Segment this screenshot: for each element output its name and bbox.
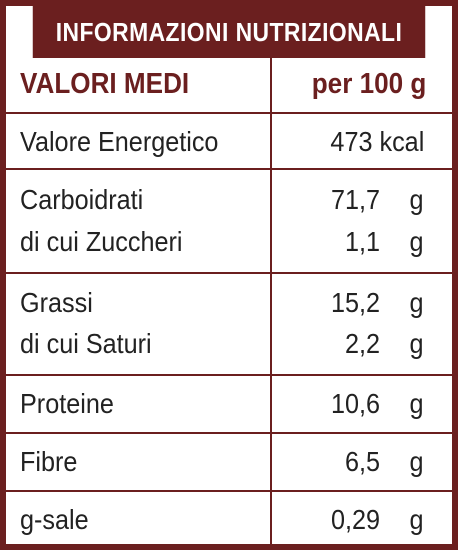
protein-unit: g [409, 388, 424, 419]
column-divider [270, 58, 272, 544]
fats-value: 15,2 [330, 287, 380, 318]
fibre-value: 6,5 [344, 446, 380, 477]
header-row: VALORI MEDI per 100 g [6, 58, 452, 114]
header-left-label: VALORI MEDI [20, 68, 190, 100]
salt-value: 0,29 [330, 504, 380, 535]
fibre-label: Fibre [20, 446, 78, 477]
energy-row: Valore Energetico 473 kcal [6, 114, 452, 170]
sugars-label: di cui Zuccheri [20, 226, 183, 257]
sugars-value: 1,1 [344, 226, 380, 257]
saturates-label: di cui Saturi [20, 328, 152, 359]
fats-row: Grassi 15,2 g di cui Saturi 2,2 g [6, 274, 452, 376]
carbs-unit: g [409, 184, 424, 215]
energy-value: 473 kcal [330, 126, 424, 157]
nutrition-title: INFORMAZIONI NUTRIZIONALI [32, 6, 426, 58]
fibre-row: Fibre 6,5 g [6, 434, 452, 492]
carbs-label: Carboidrati [20, 184, 144, 215]
header-right-label: per 100 g [311, 68, 426, 100]
fats-unit: g [409, 287, 424, 318]
saturates-unit: g [409, 328, 424, 359]
protein-label: Proteine [20, 388, 114, 419]
sugars-unit: g [409, 226, 424, 257]
carbs-value: 71,7 [330, 184, 380, 215]
protein-value: 10,6 [330, 388, 380, 419]
saturates-value: 2,2 [344, 328, 380, 359]
salt-unit: g [409, 504, 424, 535]
carbs-row: Carboidrati 71,7 g di cui Zuccheri 1,1 g [6, 170, 452, 274]
energy-label: Valore Energetico [20, 126, 219, 157]
salt-label: g-sale [20, 504, 89, 535]
fats-label: Grassi [20, 287, 93, 318]
protein-row: Proteine 10,6 g [6, 376, 452, 434]
salt-row: g-sale 0,29 g [6, 492, 452, 544]
fibre-unit: g [409, 446, 424, 477]
